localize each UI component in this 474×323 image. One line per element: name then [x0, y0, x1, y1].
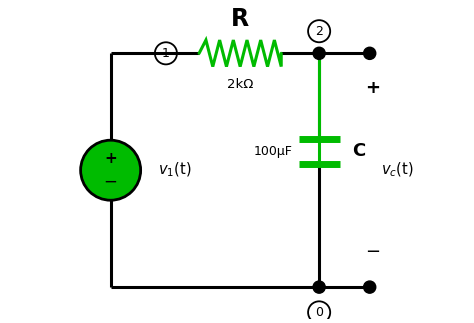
- Text: 2kΩ: 2kΩ: [227, 78, 253, 91]
- Text: $v_1\mathrm{(t)}$: $v_1\mathrm{(t)}$: [158, 161, 191, 179]
- Text: 0: 0: [315, 306, 323, 319]
- Text: −: −: [365, 243, 381, 261]
- Text: C: C: [352, 142, 365, 160]
- Circle shape: [313, 47, 325, 59]
- Circle shape: [81, 140, 141, 200]
- Circle shape: [313, 281, 325, 293]
- Text: R: R: [231, 6, 249, 31]
- Circle shape: [364, 47, 376, 59]
- Text: +: +: [365, 79, 380, 97]
- Text: −: −: [104, 172, 118, 191]
- Circle shape: [364, 281, 376, 293]
- Text: 1: 1: [162, 47, 170, 60]
- Text: +: +: [104, 151, 117, 166]
- Text: $v_c\mathrm{(t)}$: $v_c\mathrm{(t)}$: [381, 161, 413, 179]
- Text: 2: 2: [315, 25, 323, 38]
- Text: 100μF: 100μF: [254, 145, 292, 158]
